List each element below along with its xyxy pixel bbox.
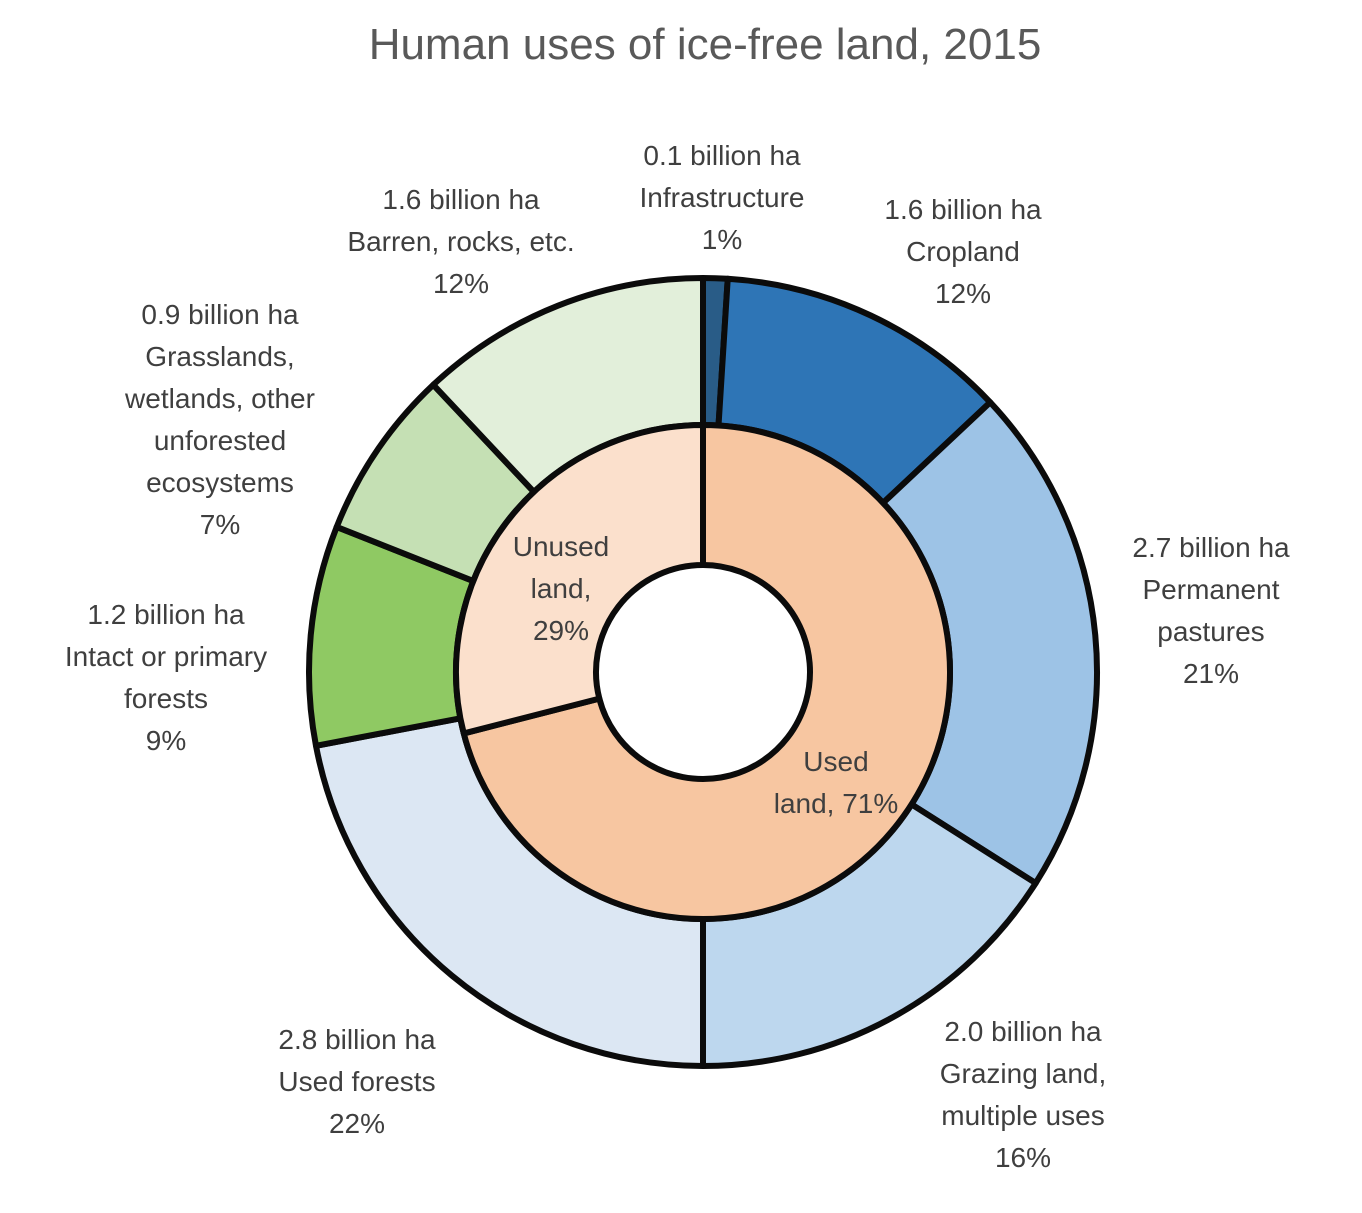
label-line: 12% — [934, 278, 992, 309]
label-grazing-land: 2.0 billion ha Grazing land, multiple us… — [940, 1011, 1107, 1179]
label-line: 0.1 billion ha — [643, 140, 801, 171]
label-line: Used forests — [278, 1066, 436, 1097]
inner-ring-segment-used-land — [460, 422, 953, 922]
label-used-forests: 2.8 billion ha Used forests 22% — [278, 1019, 435, 1145]
label-intact-forests: 1.2 billion ha Intact or primary forests… — [65, 594, 267, 762]
label-line: multiple uses — [941, 1100, 1105, 1131]
label-line: 1.2 billion ha — [87, 599, 245, 630]
label-line: Cropland — [906, 236, 1020, 267]
label-line: unforested — [153, 425, 287, 456]
label-line: Used — [803, 746, 869, 777]
label-line: 1.6 billion ha — [884, 194, 1042, 225]
chart-title: Human uses of ice-free land, 2015 — [368, 20, 1042, 69]
label-line: Grasslands, — [145, 341, 295, 372]
label-line: wetlands, other — [125, 383, 315, 414]
label-line: Permanent — [1142, 574, 1280, 605]
label-line: 21% — [1182, 658, 1240, 689]
label-line: 0.9 billion ha — [141, 299, 299, 330]
label-unused-land: Unused land, 29% — [513, 526, 610, 652]
label-line: forests — [123, 683, 209, 714]
label-used-land: Used land, 71% — [774, 741, 899, 825]
label-line: 12% — [432, 268, 490, 299]
label-line: 9% — [145, 725, 187, 756]
label-grasslands: 0.9 billion ha Grasslands, wetlands, oth… — [125, 294, 315, 546]
label-line: 2.7 billion ha — [1132, 532, 1290, 563]
inner-ring-segment-unused-land — [453, 422, 706, 737]
label-line: 1.6 billion ha — [382, 184, 540, 215]
label-line: 1% — [701, 224, 743, 255]
label-line: 22% — [328, 1108, 386, 1139]
label-cropland: 1.6 billion ha Cropland 12% — [884, 189, 1041, 315]
label-line: Unused — [512, 531, 610, 562]
label-line: ecosystems — [146, 467, 294, 498]
label-permanent-pastures: 2.7 billion ha Permanent pastures 21% — [1132, 527, 1289, 695]
label-line: 2.8 billion ha — [278, 1024, 436, 1055]
label-line: 2.0 billion ha — [944, 1016, 1102, 1047]
label-infrastructure: 0.1 billion ha Infrastructure 1% — [640, 135, 805, 261]
label-line: Grazing land, — [939, 1058, 1107, 1089]
label-barren: 1.6 billion ha Barren, rocks, etc. 12% — [347, 179, 574, 305]
label-line: 29% — [532, 615, 590, 646]
label-line: 7% — [199, 509, 241, 540]
label-line: land, 71% — [773, 788, 899, 819]
label-line: Intact or primary — [64, 641, 268, 672]
label-line: Barren, rocks, etc. — [347, 226, 575, 257]
label-line: pastures — [1157, 616, 1265, 647]
label-line: Infrastructure — [639, 182, 805, 213]
label-line: land, — [530, 573, 592, 604]
label-line: 16% — [994, 1142, 1052, 1173]
